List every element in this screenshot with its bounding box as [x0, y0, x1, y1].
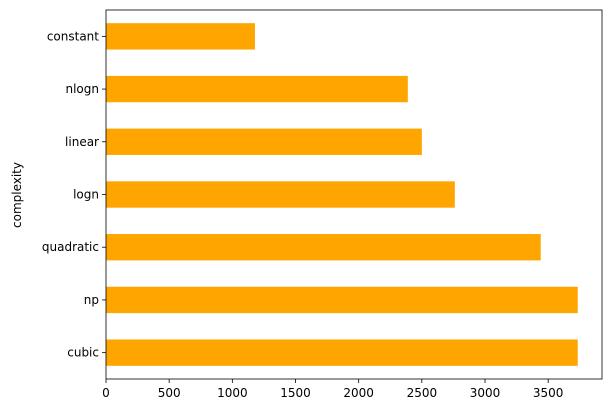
- y-tick-label: constant: [47, 29, 99, 43]
- y-tick-label: logn: [73, 188, 99, 202]
- y-tick-label: nlogn: [65, 82, 99, 96]
- bar-linear: [106, 128, 422, 155]
- y-axis-label: complexity: [10, 162, 24, 228]
- bar-nlogn: [106, 75, 408, 103]
- x-tick-label: 1500: [280, 386, 311, 400]
- y-tick-label: quadratic: [42, 240, 99, 254]
- x-tick-label: 2500: [407, 386, 438, 400]
- x-tick-label: 1000: [217, 386, 248, 400]
- x-tick-label: 0: [102, 386, 110, 400]
- y-tick-label: linear: [65, 135, 99, 149]
- x-tick-label: 500: [158, 386, 181, 400]
- plot-frame: [105, 9, 603, 380]
- x-tick-label: 2000: [343, 386, 374, 400]
- y-tick-label: cubic: [67, 346, 99, 360]
- bar-cubic: [106, 339, 578, 366]
- x-tick-label: 3500: [533, 386, 564, 400]
- x-tick-label: 3000: [470, 386, 501, 400]
- y-tick-label: np: [84, 293, 99, 307]
- bar-quadratic: [106, 234, 541, 261]
- bar-constant: [106, 23, 255, 50]
- bar-np: [106, 286, 578, 314]
- bar-logn: [106, 181, 455, 208]
